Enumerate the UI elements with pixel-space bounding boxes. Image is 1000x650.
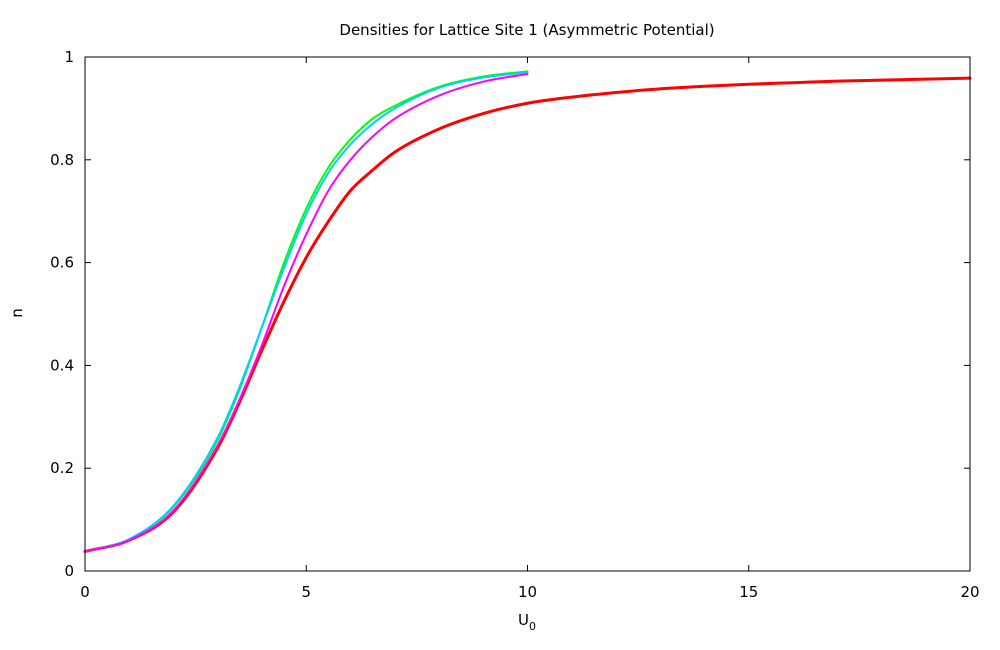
series-line-2 — [84, 70, 529, 553]
plot-frame — [84, 56, 971, 572]
x-tick-label: 20 — [960, 583, 979, 601]
x-axis-label-base: U — [518, 611, 529, 629]
x-tick-label: 10 — [518, 583, 537, 601]
x-tick-label: 15 — [739, 583, 758, 601]
x-tick-label: 5 — [301, 583, 311, 601]
series-layer — [83, 70, 972, 553]
series-line-1 — [83, 76, 972, 553]
y-tick-label: 0.4 — [50, 356, 74, 374]
series-line-3 — [84, 71, 529, 553]
y-tick-label: 0.8 — [50, 151, 74, 169]
ticks-layer: 0 5 10 15 20 0 0.2 0.4 0.6 0.8 1 — [50, 48, 979, 601]
chart-title: Densities for Lattice Site 1 (Asymmetric… — [339, 21, 714, 39]
y-tick-label: 0.6 — [50, 254, 74, 272]
x-axis-label: U0 — [518, 611, 536, 633]
x-tick-label: 0 — [80, 583, 90, 601]
series-line-4 — [84, 72, 529, 553]
y-tick-label: 0 — [64, 562, 74, 580]
y-tick-label: 0.2 — [50, 459, 74, 477]
y-axis-label: n — [8, 308, 26, 318]
x-axis-label-subscript: 0 — [529, 620, 536, 633]
y-tick-label: 1 — [64, 48, 74, 66]
